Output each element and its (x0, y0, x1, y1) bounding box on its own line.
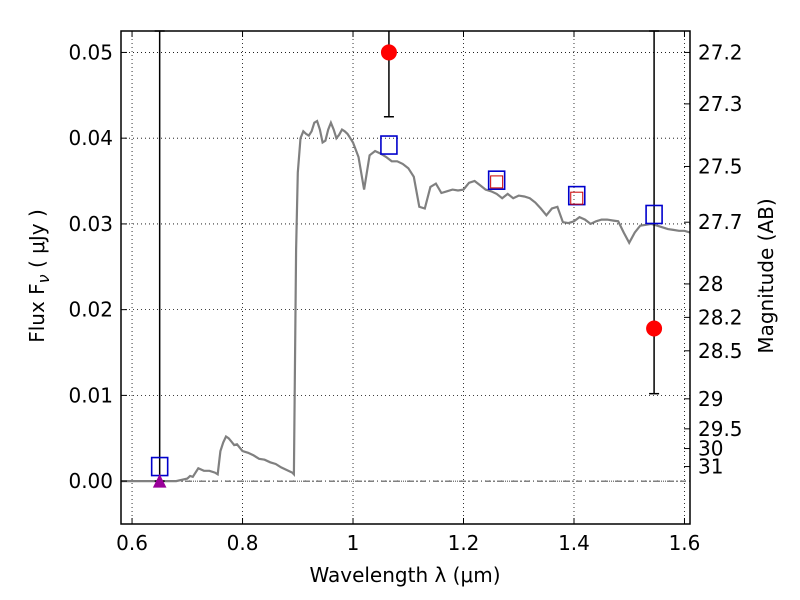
x-tick-label: 1.6 (669, 531, 701, 555)
model-point (645, 204, 663, 225)
observed-point (380, 44, 397, 61)
y2-tick-label: 31 (698, 455, 723, 479)
y2-tick-label: 29 (698, 387, 723, 411)
y2-tick-label: 27.5 (698, 154, 743, 178)
x-tick-label: 1.4 (558, 531, 590, 555)
x-tick-label: 0.6 (116, 531, 148, 555)
grid-lines (121, 31, 690, 524)
y2-tick-label: 28 (698, 272, 723, 296)
y-tick-label: 0.03 (68, 212, 113, 236)
y2-axis-title: Magnitude (AB) (754, 198, 778, 353)
x-tick-label: 0.8 (227, 531, 259, 555)
y-tick-label: 0.00 (68, 469, 113, 493)
y2-tick-label: 28.5 (698, 339, 743, 363)
y2-tick-label: 27.3 (698, 92, 743, 116)
x-tick-label: 1.2 (448, 531, 480, 555)
model-point-inner (490, 175, 504, 189)
model-point-inner (570, 191, 584, 205)
y-tick-label: 0.04 (68, 126, 113, 150)
y-axis: 0.00 0.01 0.02 0.03 0.04 0.05 (68, 40, 127, 493)
model-point (380, 135, 398, 155)
y-tick-label: 0.02 (68, 298, 113, 322)
plot-area (121, 30, 690, 488)
y-axis-title-unit: ( μJy ) (25, 209, 49, 274)
x-axis: 0.6 0.8 1 1.2 1.4 1.6 (116, 31, 700, 555)
spectrum-line (121, 119, 690, 483)
y-axis-title: Flux Fν ( μJy ) (25, 209, 53, 343)
y-axis-title-main: Flux F (25, 283, 49, 342)
plot-frame (120, 30, 691, 525)
x-tick-label: 1 (347, 531, 360, 555)
model-point (487, 170, 506, 190)
y2-tick-label: 30 (698, 437, 723, 461)
y2-tick-label: 27.7 (698, 210, 743, 234)
y-tick-label: 0.01 (68, 383, 113, 407)
y-axis-title-sub: ν (34, 274, 53, 283)
upper-limit-point (152, 474, 167, 488)
y2-tick-label: 28.2 (698, 305, 743, 329)
x-axis-title: Wavelength λ (μm) (309, 563, 500, 587)
observed-point (646, 320, 663, 337)
y-tick-label: 0.05 (68, 40, 113, 64)
y2-tick-label: 29.5 (698, 417, 743, 441)
y2-tick-label: 27.2 (698, 40, 743, 64)
